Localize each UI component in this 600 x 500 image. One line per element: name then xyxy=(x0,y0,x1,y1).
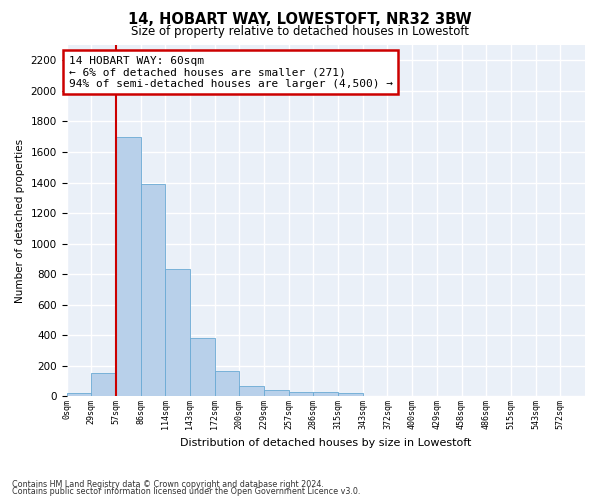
Bar xyxy=(313,392,338,396)
Bar xyxy=(215,371,239,396)
Bar xyxy=(289,392,313,396)
Bar xyxy=(116,136,140,396)
Bar xyxy=(91,372,116,396)
Bar xyxy=(239,386,264,396)
Y-axis label: Number of detached properties: Number of detached properties xyxy=(15,138,25,303)
Text: Size of property relative to detached houses in Lowestoft: Size of property relative to detached ho… xyxy=(131,25,469,38)
Text: 14, HOBART WAY, LOWESTOFT, NR32 3BW: 14, HOBART WAY, LOWESTOFT, NR32 3BW xyxy=(128,12,472,28)
Bar xyxy=(190,338,215,396)
Bar xyxy=(338,394,363,396)
Text: 14 HOBART WAY: 60sqm
← 6% of detached houses are smaller (271)
94% of semi-detac: 14 HOBART WAY: 60sqm ← 6% of detached ho… xyxy=(68,56,392,89)
Text: Contains public sector information licensed under the Open Government Licence v3: Contains public sector information licen… xyxy=(12,487,361,496)
Bar xyxy=(140,184,165,396)
Bar xyxy=(264,390,289,396)
Text: Contains HM Land Registry data © Crown copyright and database right 2024.: Contains HM Land Registry data © Crown c… xyxy=(12,480,324,489)
Bar xyxy=(67,394,91,396)
X-axis label: Distribution of detached houses by size in Lowestoft: Distribution of detached houses by size … xyxy=(180,438,472,448)
Bar xyxy=(165,269,190,396)
